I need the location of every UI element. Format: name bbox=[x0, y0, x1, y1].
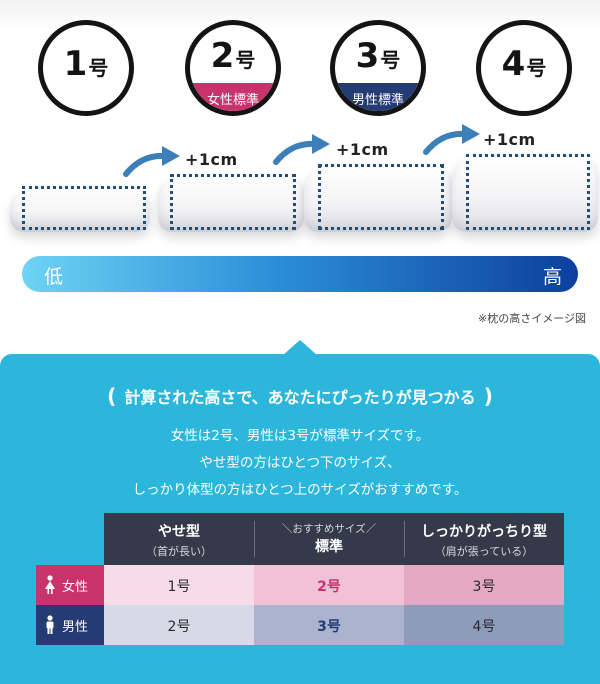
size-number: 4 bbox=[501, 44, 526, 84]
row-label-text: 男性 bbox=[62, 620, 89, 635]
column-header-standard: ＼おすすめサイズ／ 標準 bbox=[254, 513, 404, 565]
row-label-men: 男性 bbox=[36, 605, 104, 645]
table-row-women: 女性 1号 2号 3号 bbox=[36, 565, 564, 605]
table-header: やせ型 （首が長い） ＼おすすめサイズ／ 標準 しっかりがっちり型 （肩が張って… bbox=[104, 513, 564, 565]
pillow-size-4-image bbox=[452, 156, 598, 232]
man-icon bbox=[46, 615, 54, 634]
size-number: 3 bbox=[355, 36, 380, 76]
size-3-badge: 3号 男性標準 bbox=[330, 20, 426, 116]
height-outline-1 bbox=[22, 186, 146, 230]
pillow-size-2-image bbox=[158, 176, 304, 232]
step-up-arrow-icon bbox=[273, 134, 330, 165]
size-unit: 号 bbox=[526, 56, 547, 80]
table-cell: 2号 bbox=[104, 605, 254, 645]
table-cell-recommended: 3号 bbox=[254, 605, 404, 645]
table-cell: 3号 bbox=[404, 565, 564, 605]
column-header-slim: やせ型 （首が長い） bbox=[104, 513, 254, 565]
height-outline-4 bbox=[466, 154, 590, 230]
description-line: 女性は2号、男性は3号が標準サイズです。 bbox=[170, 428, 430, 444]
headline-text: 計算された高さで、あなたにぴったりが見つかる bbox=[124, 388, 476, 407]
size-number: 2 bbox=[210, 36, 235, 76]
column-subtitle: （首が長い） bbox=[146, 545, 212, 558]
size-1-badge: 1号 bbox=[38, 20, 134, 116]
pillow-size-3-image bbox=[304, 166, 452, 232]
height-outline-3 bbox=[318, 164, 444, 230]
table-cell-recommended: 2号 bbox=[254, 565, 404, 605]
step-up-arrow-icon bbox=[123, 146, 180, 177]
size-unit: 号 bbox=[235, 48, 256, 72]
table-cell: 1号 bbox=[104, 565, 254, 605]
women-standard-tag: 女性標準 bbox=[190, 83, 276, 111]
size-2-badge: 2号 女性標準 bbox=[185, 20, 281, 116]
pillow-size-1-image bbox=[10, 188, 150, 232]
column-header-sturdy: しっかりがっちり型 （肩が張っている） bbox=[404, 513, 564, 565]
step-label: +1cm bbox=[483, 130, 536, 149]
table-cell: 4号 bbox=[404, 605, 564, 645]
row-label-text: 女性 bbox=[62, 580, 89, 595]
column-title: しっかりがっちり型 bbox=[421, 524, 547, 540]
recommended-label: ＼おすすめサイズ／ bbox=[281, 523, 377, 535]
image-note: ※枕の高さイメージ図 bbox=[478, 312, 586, 325]
size-unit: 号 bbox=[88, 56, 109, 80]
height-gradient-bar: 低 高 bbox=[22, 256, 578, 292]
low-label: 低 bbox=[44, 266, 64, 288]
column-title: 標準 bbox=[315, 539, 343, 555]
panel-headline: ( 計算された高さで、あなたにぴったりが見つかる) bbox=[0, 384, 600, 408]
woman-icon bbox=[45, 575, 55, 594]
column-title: やせ型 bbox=[158, 524, 200, 540]
table-row-men: 男性 2号 3号 4号 bbox=[36, 605, 564, 645]
men-standard-tag: 男性標準 bbox=[335, 83, 421, 111]
description-line: やせ型の方はひとつ下のサイズ、 bbox=[199, 455, 401, 471]
headline-open-paren: ( bbox=[107, 384, 117, 408]
size-number: 1 bbox=[63, 44, 88, 84]
column-subtitle: （肩が張っている） bbox=[434, 545, 534, 558]
panel-pointer bbox=[283, 340, 317, 355]
height-outline-2 bbox=[170, 174, 296, 230]
header-divider bbox=[254, 521, 255, 557]
headline-close-paren: ) bbox=[483, 384, 493, 408]
high-label: 高 bbox=[542, 266, 562, 288]
row-label-women: 女性 bbox=[36, 565, 104, 605]
size-unit: 号 bbox=[380, 48, 401, 72]
step-label: +1cm bbox=[336, 140, 389, 159]
description-line: しっかり体型の方はひとつ上のサイズがおすすめです。 bbox=[132, 482, 468, 498]
step-label: +1cm bbox=[185, 150, 238, 169]
step-up-arrow-icon bbox=[423, 124, 480, 155]
size-4-badge: 4号 bbox=[476, 20, 572, 116]
header-divider bbox=[404, 521, 405, 557]
